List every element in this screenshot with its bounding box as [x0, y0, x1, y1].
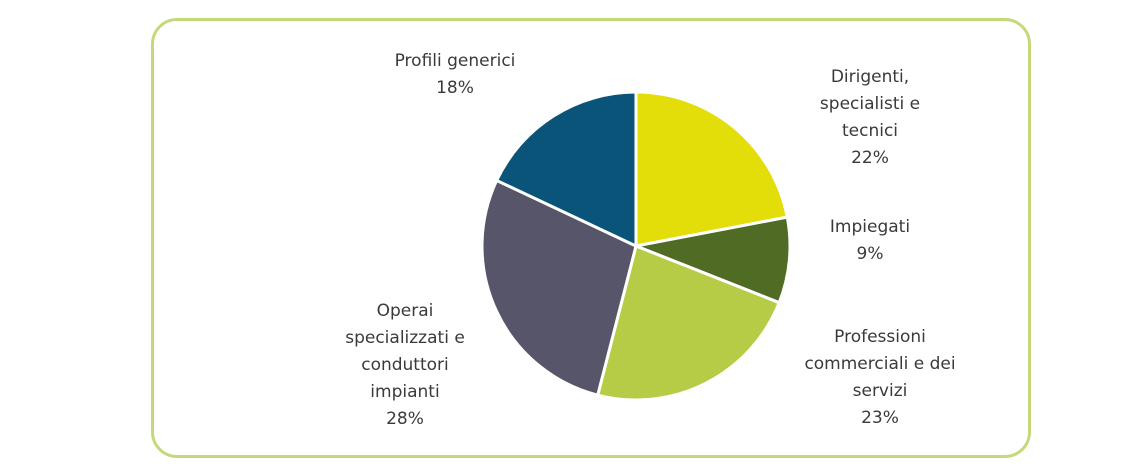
slice-label-line: Profili generici — [394, 51, 516, 71]
slice-label-line: Operai — [376, 301, 434, 321]
slice-label-line: Professioni — [834, 327, 926, 347]
slice-label-line: servizi — [852, 381, 908, 401]
slice-label-line: specializzati e — [345, 328, 465, 348]
slice-label-dirigenti: Dirigenti, specialisti e tecnici 22% — [770, 64, 970, 172]
slice-dirigenti — [634, 90, 789, 248]
slice-label-line: specialisti e — [819, 94, 921, 114]
slice-label-value: 28% — [386, 409, 424, 429]
slice-professioni — [596, 244, 781, 402]
slice-label-value: 18% — [436, 78, 474, 98]
slice-label-operai: Operai specializzati e conduttori impian… — [300, 298, 510, 433]
slice-label-line: impianti — [370, 382, 440, 402]
slice-label-professioni: Professioni commerciali e dei servizi 23… — [765, 324, 995, 432]
slice-label-line: Dirigenti, — [830, 67, 910, 87]
slice-operai — [480, 178, 638, 397]
slice-impiegati — [634, 215, 792, 305]
slice-label-value: 22% — [851, 148, 889, 168]
slice-label-line: conduttori — [361, 355, 449, 375]
slice-label-value: 9% — [856, 244, 884, 264]
slice-profili — [495, 90, 638, 248]
slice-label-impiegati: Impiegati 9% — [790, 214, 950, 268]
slice-label-line: commerciali e dei — [804, 354, 956, 374]
slice-label-line: tecnici — [841, 121, 899, 141]
slice-label-profili: Profili generici 18% — [360, 48, 550, 102]
slice-label-value: 23% — [861, 408, 899, 428]
slice-label-line: Impiegati — [829, 217, 911, 237]
pie-slices — [480, 90, 792, 402]
